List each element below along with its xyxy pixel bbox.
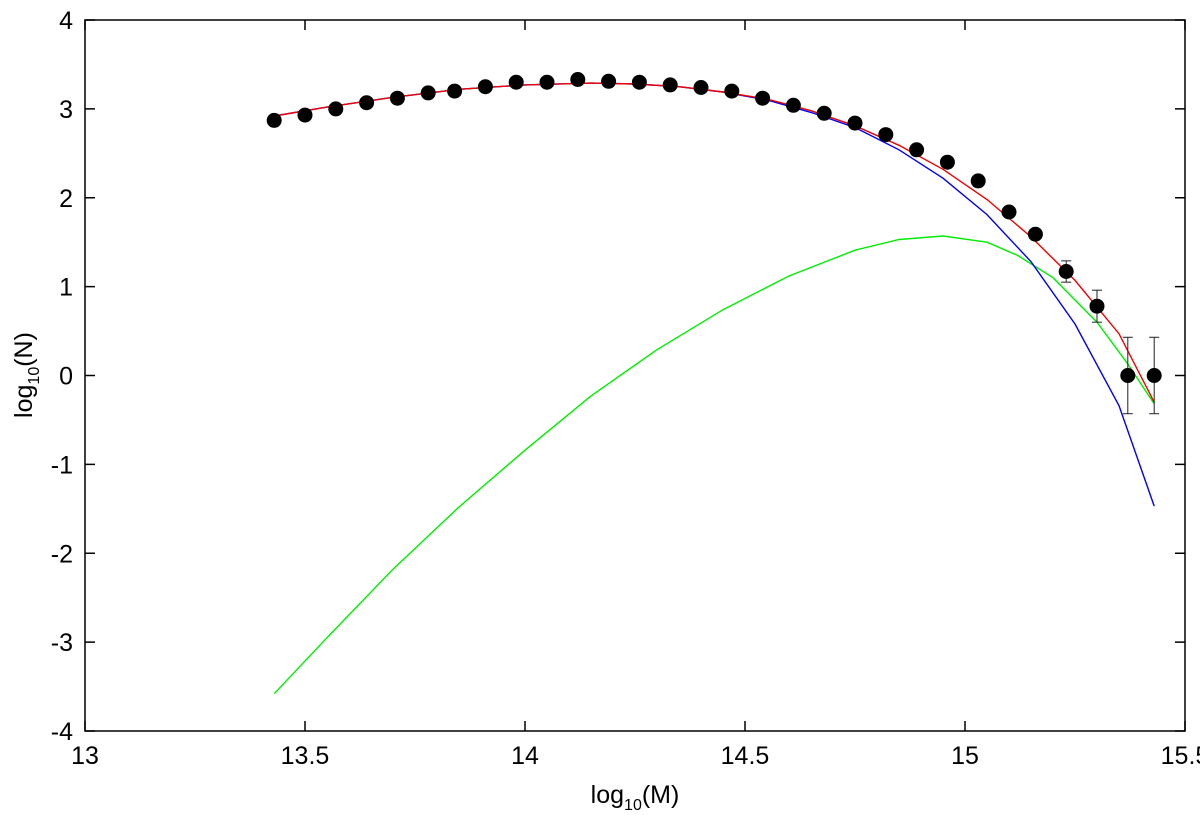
data-point xyxy=(847,115,863,131)
x-tick-label: 15.5 xyxy=(1161,742,1200,770)
data-point xyxy=(1058,264,1074,279)
series-lines xyxy=(273,82,1155,695)
data-point xyxy=(508,74,524,90)
x-tick-label: 13 xyxy=(71,742,99,770)
data-point xyxy=(1027,226,1043,242)
y-tick-label: -4 xyxy=(51,718,73,746)
data-point xyxy=(539,74,555,90)
data-point xyxy=(1120,368,1136,383)
data-point xyxy=(1146,368,1162,383)
y-tick-label: 2 xyxy=(59,185,73,213)
y-axis-title: log10(N) xyxy=(10,332,43,418)
data-point xyxy=(693,80,709,95)
data-point xyxy=(1001,204,1017,220)
data-point xyxy=(785,97,801,113)
data-point xyxy=(1089,298,1105,314)
data-point xyxy=(631,74,647,90)
data-point xyxy=(601,73,617,89)
data-point xyxy=(755,90,771,106)
data-point xyxy=(389,90,405,106)
data-point xyxy=(909,142,925,158)
data-point xyxy=(266,112,282,128)
y-tick-label: -2 xyxy=(51,540,73,568)
axis-ticks: 13 13.5 14 14.5 15 15.5 -4 -3 -2 -1 0 1 2 3 4 xyxy=(51,7,1200,770)
x-tick-label: 14 xyxy=(511,742,539,770)
y-tick-label: -3 xyxy=(51,629,73,657)
y-tick-label: 4 xyxy=(59,7,73,35)
data-point xyxy=(447,83,463,99)
x-axis-title: log10(M) xyxy=(591,781,680,814)
data-point xyxy=(297,107,313,123)
data-point xyxy=(477,79,493,95)
data-point xyxy=(939,154,955,170)
series-line-1 xyxy=(273,235,1155,695)
data-point xyxy=(420,85,436,101)
y-tick-label: 0 xyxy=(59,363,73,391)
series-line-2 xyxy=(274,82,1155,507)
data-point xyxy=(328,101,344,117)
data-point xyxy=(662,77,678,93)
y-tick-label: 3 xyxy=(59,96,73,124)
y-tick-label: -1 xyxy=(51,451,73,479)
x-tick-label: 14.5 xyxy=(721,742,770,770)
data-point xyxy=(359,95,375,111)
data-point xyxy=(816,105,832,121)
data-point xyxy=(724,83,740,99)
data-point xyxy=(570,72,586,87)
x-tick-label: 13.5 xyxy=(281,742,330,770)
y-tick-label: 1 xyxy=(59,274,73,302)
x-tick-label: 15 xyxy=(951,742,979,770)
plot-frame xyxy=(84,19,1186,732)
series-line-3 xyxy=(274,82,1155,403)
data-points xyxy=(266,72,1162,383)
data-point xyxy=(970,173,986,189)
data-point xyxy=(878,127,894,143)
